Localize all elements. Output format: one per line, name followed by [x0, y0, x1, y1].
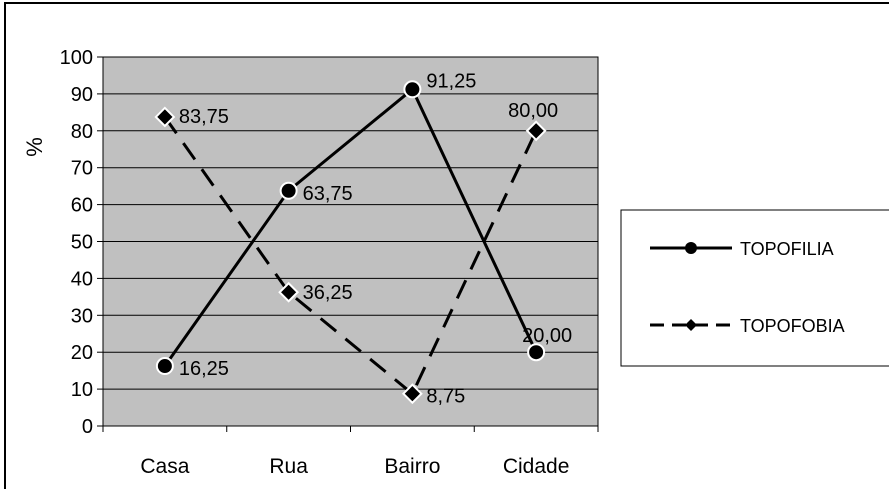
series-topofilia: [155, 80, 546, 376]
legend-item-topofilia: TOPOFILIA: [650, 239, 834, 259]
legend-marker-diamond: [685, 319, 697, 331]
y-tick-label: 60: [71, 195, 93, 217]
x-axis-ticks: Casa Rua Bairro Cidade: [102, 426, 599, 478]
y-tick-label: 40: [71, 268, 93, 290]
gridlines: [103, 56, 598, 390]
x-category-label: Casa: [140, 455, 189, 478]
data-label: 80,00: [508, 100, 558, 122]
legend: TOPOFILIA TOPOFOBIA: [620, 209, 889, 367]
x-category-label: Cidade: [503, 455, 570, 478]
legend-item-topofobia: TOPOFOBIA: [650, 316, 845, 336]
x-category-label: Bairro: [384, 455, 440, 478]
y-tick-label: 10: [71, 379, 93, 401]
y-tick-label: 80: [71, 121, 93, 143]
data-labels-layer: 16,25 63,75 91,25 20,00 83,75 36,25 8,75 80,00: [179, 70, 572, 407]
y-tick-label: 0: [82, 416, 93, 438]
data-label: 8,75: [426, 386, 465, 408]
data-point-circle: [279, 181, 298, 200]
data-label: 20,00: [522, 325, 572, 347]
data-point-diamond: [525, 120, 547, 142]
data-point-circle: [527, 343, 546, 362]
y-tick-label: 30: [71, 305, 93, 327]
data-label: 16,25: [179, 358, 229, 380]
data-point-diamond: [401, 383, 423, 405]
series-layer: [154, 80, 547, 405]
data-point-circle: [403, 80, 422, 99]
data-label: 91,25: [426, 70, 476, 92]
data-point-diamond: [278, 281, 300, 303]
y-axis-title: %: [22, 137, 47, 157]
legend-label: TOPOFILIA: [740, 239, 834, 259]
series-topofobia: [154, 106, 547, 405]
y-tick-label: 90: [71, 84, 93, 106]
legend-box: [620, 209, 889, 367]
data-point-diamond: [154, 106, 176, 128]
series-line: [163, 116, 538, 397]
x-category-label: Rua: [269, 455, 308, 478]
data-point-circle: [155, 357, 174, 376]
data-label: 83,75: [179, 106, 229, 128]
y-tick-label: 20: [71, 342, 93, 364]
legend-label: TOPOFOBIA: [740, 316, 845, 336]
y-axis-ticks: 0 10 20 30 40 50 60 70 80 90 100: [60, 47, 103, 438]
data-label: 63,75: [303, 183, 353, 205]
y-tick-label: 100: [60, 47, 93, 69]
y-tick-label: 50: [71, 232, 93, 254]
data-label: 36,25: [303, 282, 353, 304]
y-tick-label: 70: [71, 158, 93, 180]
series-line: [163, 86, 538, 367]
legend-marker-circle: [685, 242, 697, 254]
